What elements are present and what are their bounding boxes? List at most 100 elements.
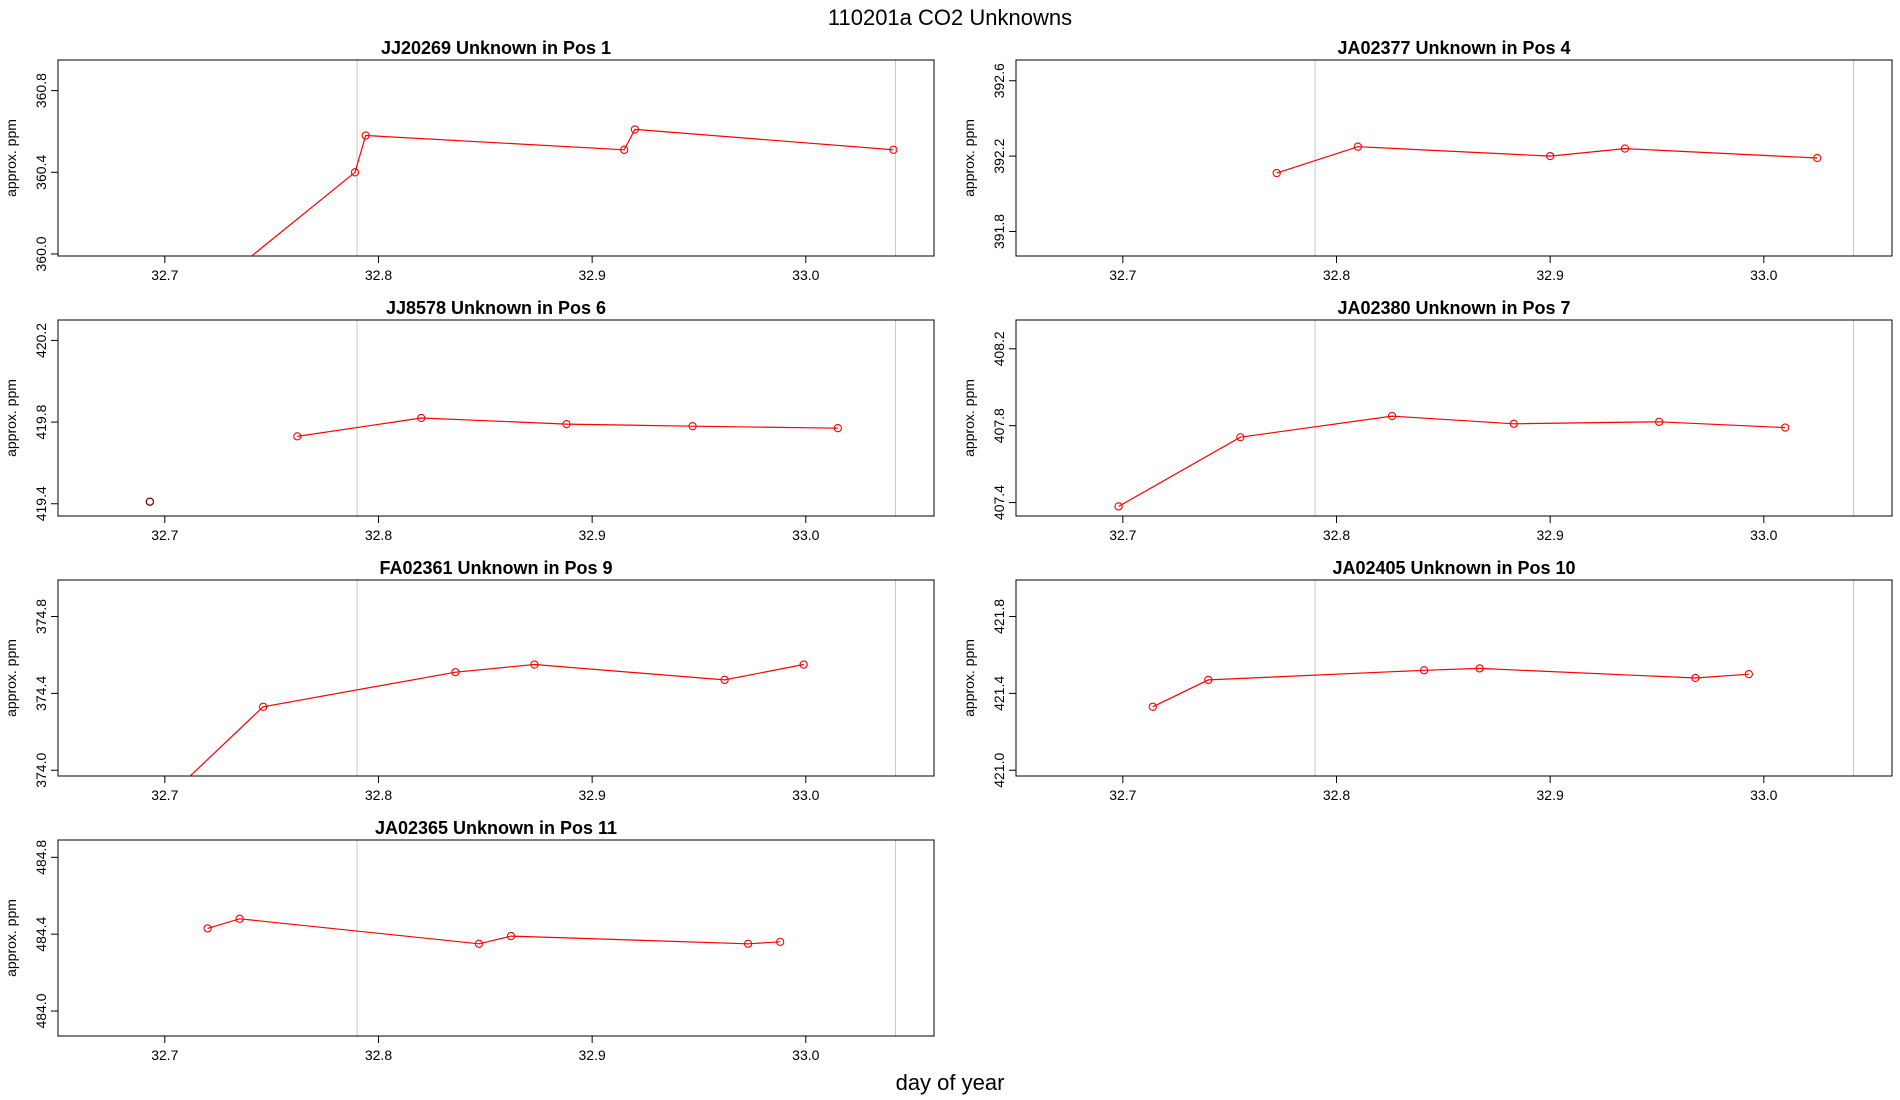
y-tick-label: 360.4 — [33, 155, 49, 190]
x-tick-label: 32.7 — [151, 527, 178, 543]
data-point — [1272, 168, 1281, 178]
y-axis-label: approx. ppm — [3, 119, 19, 197]
x-tick-label: 32.8 — [1323, 787, 1350, 803]
data-point — [1236, 433, 1245, 442]
y-tick-label: 421.8 — [991, 599, 1007, 634]
x-tick-label: 32.7 — [151, 1047, 178, 1063]
data-point — [1654, 417, 1664, 426]
y-axis-label: approx. ppm — [961, 379, 977, 457]
y-tick-label: 408.2 — [991, 331, 1007, 366]
x-tick-label: 33.0 — [792, 787, 819, 803]
data-point — [630, 125, 640, 134]
plot-frame — [57, 59, 935, 257]
panel-1: JJ20269 Unknown in Pos 1 approx. ppm 32.7 3… — [3, 38, 935, 283]
data-point — [1114, 502, 1123, 511]
data-point — [1419, 666, 1429, 675]
data-point — [1744, 670, 1753, 679]
panel-title: JJ8578 Unknown in Pos 6 — [386, 298, 606, 318]
x-tick-label: 32.8 — [1323, 527, 1350, 543]
plot-frame — [57, 319, 935, 517]
figure-title: 110201a CO2 Unknowns — [828, 5, 1072, 30]
data-point — [1545, 151, 1555, 161]
data-point — [562, 419, 571, 429]
panel-6: JA02405 Unknown in Pos 10 approx. ppm 32.7… — [961, 558, 1893, 803]
x-tick-label: 32.8 — [365, 1047, 392, 1063]
data-point — [1475, 664, 1484, 673]
data-point — [1813, 153, 1822, 163]
y-tick-label: 374.0 — [33, 753, 49, 788]
y-tick-label: 484.0 — [33, 993, 49, 1028]
x-tick-label: 32.9 — [579, 1047, 606, 1063]
plot-frame — [1015, 59, 1893, 257]
y-axis-label: approx. ppm — [961, 119, 977, 197]
data-point — [530, 660, 539, 669]
data-point — [506, 931, 516, 941]
panel-title: JA02377 Unknown in Pos 4 — [1337, 38, 1570, 58]
data-point — [889, 145, 898, 154]
y-tick-label: 484.8 — [33, 840, 49, 875]
series-line — [1152, 667, 1749, 708]
data-point — [799, 660, 808, 669]
data-point — [743, 939, 753, 948]
panel-4: JA02380 Unknown in Pos 7 approx. ppm 32.7 3… — [961, 298, 1893, 543]
y-tick-label: 360.0 — [33, 236, 49, 271]
x-tick-label: 33.0 — [792, 267, 819, 283]
x-tick-label: 32.8 — [1323, 267, 1350, 283]
panel-3: JJ8578 Unknown in Pos 6 approx. ppm 32.7 32… — [3, 298, 935, 543]
panel-title: JA02380 Unknown in Pos 7 — [1337, 298, 1570, 318]
y-tick-label: 392.2 — [991, 138, 1007, 173]
y-tick-label: 419.4 — [33, 486, 49, 521]
x-tick-label: 32.9 — [1537, 787, 1564, 803]
data-point — [776, 937, 785, 946]
panels: JJ20269 Unknown in Pos 1 approx. ppm 32.7 3… — [3, 38, 1893, 1063]
x-tick-label: 32.7 — [151, 267, 178, 283]
y-tick-label: 374.4 — [33, 676, 49, 711]
panel-title: JA02365 Unknown in Pos 11 — [375, 818, 617, 838]
x-axis-label: day of year — [896, 1070, 1005, 1095]
x-tick-label: 32.7 — [151, 787, 178, 803]
data-point — [688, 422, 697, 431]
x-tick-label: 33.0 — [1750, 527, 1777, 543]
y-tick-label: 420.2 — [33, 323, 49, 358]
y-tick-label: 484.4 — [33, 916, 49, 951]
data-point — [293, 432, 302, 441]
x-tick-label: 32.8 — [365, 787, 392, 803]
x-tick-label: 33.0 — [1750, 787, 1777, 803]
x-tick-label: 32.8 — [365, 267, 392, 283]
x-tick-label: 32.7 — [1109, 267, 1136, 283]
x-tick-label: 32.7 — [1109, 527, 1136, 543]
data-point — [258, 702, 268, 711]
panel-title: JJ20269 Unknown in Pos 1 — [381, 38, 611, 58]
x-tick-label: 32.8 — [365, 527, 392, 543]
series-line — [207, 918, 781, 945]
series-line — [297, 417, 838, 437]
y-tick-label: 391.8 — [991, 214, 1007, 249]
data-point — [1620, 144, 1630, 153]
x-tick-label: 33.0 — [1750, 267, 1777, 283]
y-tick-label: 421.4 — [991, 676, 1007, 711]
data-point — [1353, 142, 1363, 151]
x-tick-label: 32.9 — [1537, 527, 1564, 543]
data-point — [1148, 702, 1157, 711]
data-point — [203, 924, 212, 933]
data-point — [451, 668, 460, 677]
y-tick-label: 360.8 — [33, 73, 49, 108]
series-line — [189, 663, 804, 776]
plot-frame — [1015, 579, 1893, 777]
x-tick-label: 32.7 — [1109, 787, 1136, 803]
data-point — [350, 168, 360, 177]
panel-title: JA02405 Unknown in Pos 10 — [1332, 558, 1575, 578]
series-line — [1276, 146, 1818, 174]
data-point — [620, 145, 629, 154]
data-point — [1781, 423, 1790, 432]
panel-7: JA02365 Unknown in Pos 11 approx. ppm 32.7… — [3, 818, 935, 1063]
y-axis-label: approx. ppm — [3, 639, 19, 717]
plot-frame — [57, 579, 935, 777]
data-point — [1509, 419, 1518, 428]
x-tick-label: 32.9 — [579, 527, 606, 543]
data-point — [1204, 675, 1213, 685]
plot-frame — [1015, 319, 1893, 517]
y-tick-label: 374.8 — [33, 599, 49, 634]
y-tick-label: 419.8 — [33, 404, 49, 439]
